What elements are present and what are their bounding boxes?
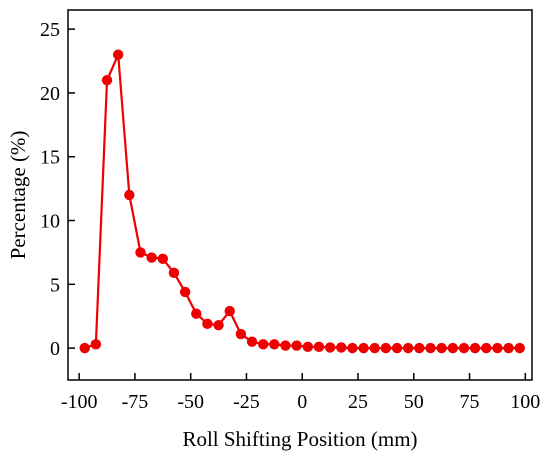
data-point — [313, 341, 325, 353]
y-tick-label: 20 — [40, 83, 60, 105]
series-line — [84, 53, 520, 350]
x-tick-label: 25 — [348, 391, 368, 413]
data-point — [391, 342, 403, 354]
y-axis-ticks: 0 5 10 15 20 25 — [40, 19, 75, 360]
data-point — [380, 342, 392, 354]
data-point — [124, 189, 135, 201]
data-point — [235, 328, 247, 340]
data-point — [436, 342, 447, 354]
data-point — [79, 342, 90, 354]
data-point — [90, 339, 102, 350]
plot-frame — [67, 9, 533, 381]
data-point — [257, 339, 269, 350]
y-tick-label: 0 — [50, 338, 60, 360]
x-tick-label: 75 — [460, 391, 480, 413]
x-tick-label: -50 — [177, 391, 204, 413]
x-tick-label: 0 — [297, 391, 307, 413]
data-point — [280, 340, 291, 351]
data-point — [358, 342, 369, 354]
data-point — [324, 342, 336, 353]
data-point — [425, 342, 436, 354]
data-point — [224, 305, 235, 317]
x-tick-label: -25 — [233, 391, 260, 413]
data-point — [336, 342, 347, 353]
y-tick-label: 5 — [50, 274, 60, 296]
data-point — [514, 342, 525, 354]
data-point — [157, 253, 169, 264]
y-tick-label: 25 — [40, 19, 60, 41]
y-tick-label: 10 — [40, 211, 60, 233]
data-point — [168, 267, 180, 279]
data-point — [291, 340, 302, 351]
data-point — [469, 342, 481, 354]
data-point — [414, 342, 425, 354]
series-layer — [79, 49, 525, 354]
x-tick-label: 100 — [510, 391, 540, 413]
data-point — [302, 341, 314, 353]
data-point — [112, 49, 124, 60]
x-axis-title: Roll Shifting Position (mm) — [182, 427, 417, 451]
x-axis-ticks: -100 -75 -50 -25 0 25 50 75 100 — [61, 373, 540, 413]
data-point — [135, 247, 146, 258]
data-point — [347, 342, 358, 354]
data-point — [503, 342, 514, 354]
x-tick-label: -75 — [122, 391, 149, 413]
x-tick-label: -100 — [61, 391, 98, 413]
data-point — [458, 342, 470, 354]
data-point — [246, 336, 258, 347]
x-tick-label: 50 — [404, 391, 424, 413]
data-point — [402, 342, 414, 354]
y-axis-title: Percentage (%) — [6, 131, 30, 260]
data-point — [269, 339, 280, 350]
data-point — [481, 342, 492, 354]
data-point — [179, 286, 191, 298]
data-point — [213, 319, 224, 331]
data-point — [101, 74, 113, 86]
data-point — [369, 342, 380, 354]
data-point — [146, 252, 157, 263]
data-point — [191, 308, 202, 319]
y-tick-label: 15 — [40, 147, 60, 169]
data-point — [492, 342, 503, 354]
data-point — [447, 342, 459, 354]
data-point — [202, 318, 213, 330]
